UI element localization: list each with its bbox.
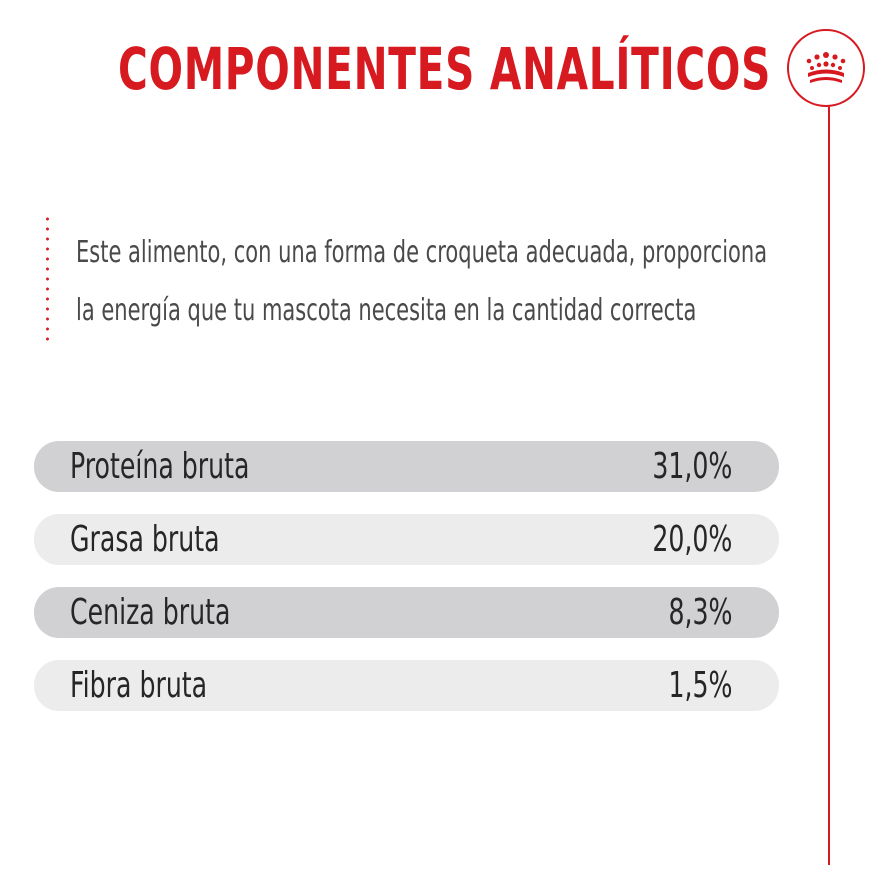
decorative-dotted-line — [46, 214, 49, 342]
component-row-fiber: Fibra bruta 1,5% — [34, 660, 779, 711]
component-label: Grasa bruta — [70, 519, 220, 560]
component-label: Fibra bruta — [70, 665, 208, 706]
component-value: 1,5% — [667, 665, 732, 706]
decorative-vertical-line — [828, 107, 830, 865]
description-line-2: la energía que tu mascota necesita en la… — [76, 293, 697, 328]
component-row-fat: Grasa bruta 20,0% — [34, 514, 779, 565]
brand-logo — [787, 29, 865, 107]
component-value: 20,0% — [651, 519, 732, 560]
component-row-ash: Ceniza bruta 8,3% — [34, 587, 779, 638]
analytical-components-table: Proteína bruta 31,0% Grasa bruta 20,0% C… — [34, 441, 779, 733]
component-row-protein: Proteína bruta 31,0% — [34, 441, 779, 492]
crown-icon — [806, 52, 846, 83]
component-value: 31,0% — [651, 446, 732, 487]
component-value: 8,3% — [667, 592, 732, 633]
page-title: COMPONENTES ANALÍTICOS — [118, 35, 772, 103]
component-label: Ceniza bruta — [70, 592, 231, 633]
component-label: Proteína bruta — [70, 446, 250, 487]
description: Este alimento, con una forma de croqueta… — [76, 224, 769, 340]
description-line-1: Este alimento, con una forma de croqueta… — [76, 235, 768, 270]
